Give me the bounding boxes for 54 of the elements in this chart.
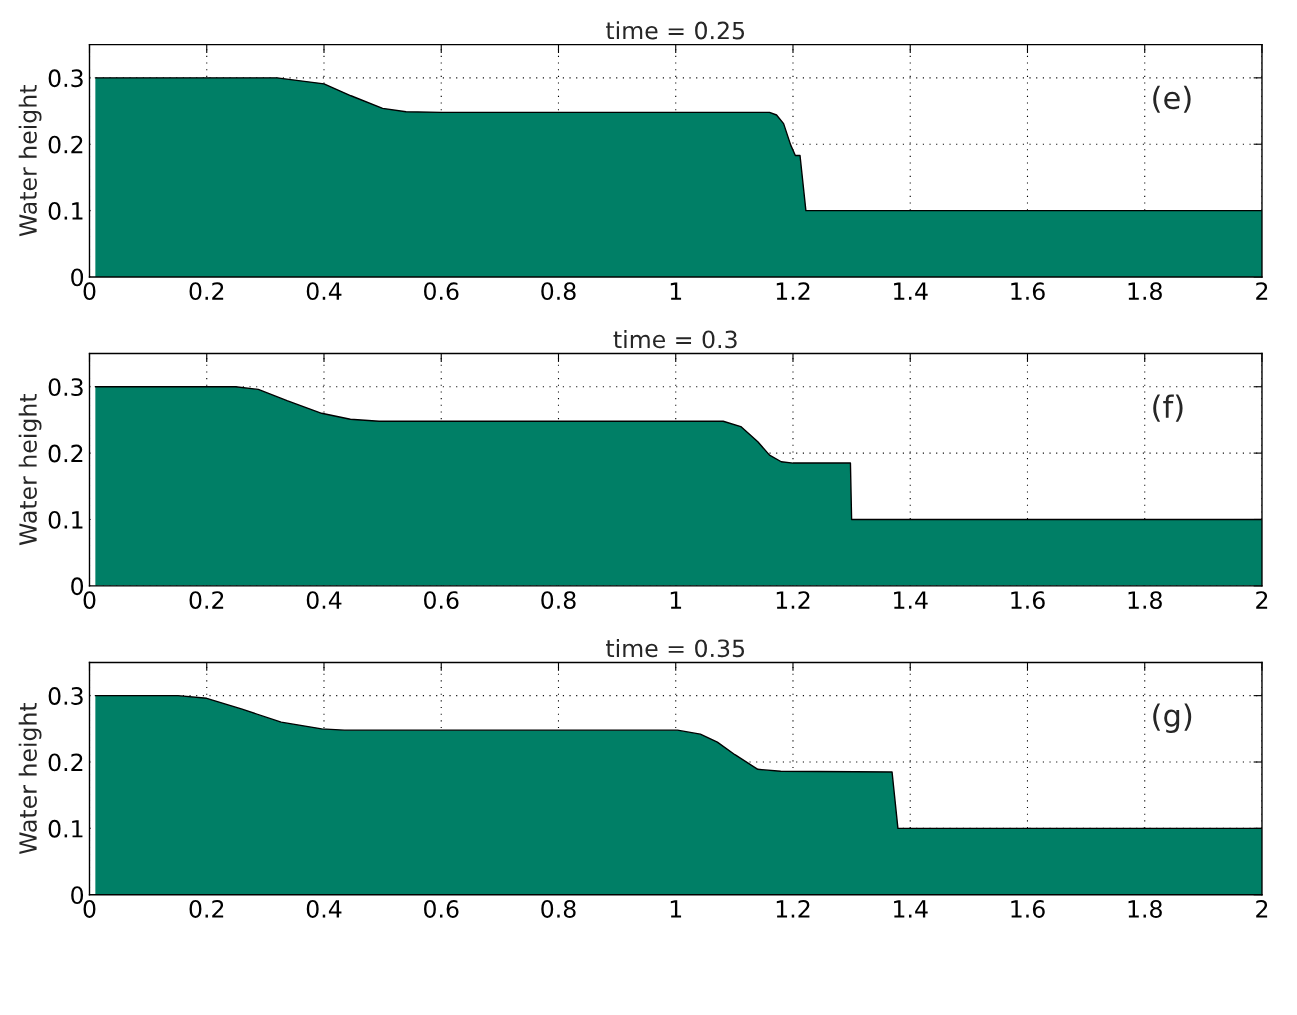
x-tick-label: 1	[670, 282, 682, 300]
y-tick-label: 0.1	[48, 510, 83, 529]
x-tick-label: 0	[83, 282, 96, 301]
y-tick-label: 0.3	[48, 69, 83, 88]
x-tick-label: 1.2	[776, 591, 810, 609]
x-tick-label: 0	[83, 900, 96, 918]
y-tick-label: 0.2	[48, 444, 83, 463]
x-tick-label: 0.6	[424, 282, 459, 301]
x-tick-label: 1.2	[776, 900, 810, 918]
annotation: (g)	[1153, 703, 1192, 733]
y-tick-label: 0.3	[48, 378, 83, 397]
y-tick-label: 0.2	[48, 753, 83, 772]
y-tick-label: 0.2	[48, 135, 83, 154]
x-tick-label: 0.6	[424, 591, 459, 609]
chart-title: time = 0.35	[606, 638, 745, 658]
x-tick-label: 0.8	[541, 282, 576, 301]
y-tick-label: 0	[71, 886, 84, 905]
x-tick-label: 1.6	[1011, 282, 1045, 301]
y-tick-label: 0.1	[48, 819, 83, 838]
y-axis-title: Water height	[18, 85, 42, 237]
x-tick-label: 2	[1256, 900, 1268, 918]
x-tick-label: 0.6	[424, 900, 459, 918]
x-tick-label: 1.4	[894, 282, 928, 300]
x-tick-label: 0.8	[541, 900, 576, 918]
y-axis-title: Water height	[18, 393, 42, 546]
x-tick-label: 0.2	[189, 591, 224, 609]
x-tick-label: 1.8	[1128, 282, 1162, 301]
x-tick-label: 0.4	[306, 282, 342, 301]
y-axis-title: Water height	[18, 702, 42, 855]
y-tick-label: 0.3	[48, 687, 83, 705]
x-tick-label: 0.4	[306, 591, 342, 609]
x-tick-label: 1.6	[1011, 900, 1045, 918]
x-tick-label: 1	[670, 591, 682, 609]
chart-title: time = 0.25	[606, 21, 745, 40]
x-tick-label: 0.4	[306, 900, 342, 918]
x-tick-label: 1.8	[1128, 591, 1162, 609]
x-tick-label: 1.8	[1128, 900, 1162, 918]
x-tick-label: 1.6	[1011, 591, 1045, 609]
x-tick-label: 1.4	[894, 591, 928, 609]
y-tick-label: 0	[71, 577, 84, 596]
x-tick-label: 2	[1256, 591, 1268, 609]
x-tick-label: 1	[670, 900, 682, 918]
annotation: (e)	[1153, 85, 1191, 113]
y-tick-label: 0	[71, 268, 84, 287]
chart-title: time = 0.3	[613, 330, 737, 349]
x-tick-label: 0	[83, 591, 96, 609]
x-tick-label: 0.2	[189, 282, 224, 301]
x-tick-label: 0.2	[189, 900, 224, 918]
x-tick-label: 1.2	[776, 282, 810, 300]
annotation: (f)	[1153, 394, 1183, 422]
x-tick-label: 2	[1256, 282, 1268, 300]
x-tick-label: 1.4	[894, 900, 928, 918]
x-tick-label: 0.8	[541, 591, 576, 609]
y-tick-label: 0.1	[48, 202, 83, 220]
